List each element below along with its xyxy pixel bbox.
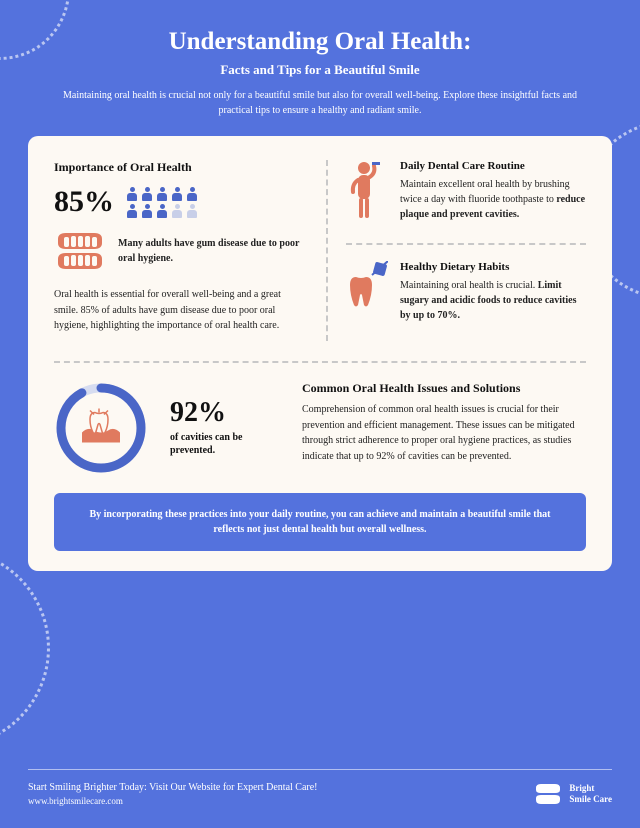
stat-block: 92% of cavities can be prevented. [170, 381, 280, 475]
importance-caption: Many adults have gum disease due to poor… [118, 236, 306, 266]
stat-percent: 85% [54, 185, 114, 219]
person-icon [126, 187, 138, 201]
divider [346, 243, 586, 245]
tooth-nosugar-icon [346, 261, 388, 309]
intro-text: Maintaining oral health is crucial not o… [60, 88, 580, 118]
importance-section: Importance of Oral Health 85% [54, 160, 306, 341]
tip-title: Daily Dental Care Routine [400, 160, 586, 172]
person-icon [156, 187, 168, 201]
tips-section: Daily Dental Care Routine Maintain excel… [326, 160, 586, 341]
person-icon [171, 187, 183, 201]
person-icon [126, 204, 138, 218]
tooth-gum-icon [80, 407, 122, 445]
tip-title: Healthy Dietary Habits [400, 261, 586, 273]
person-icon [141, 204, 153, 218]
person-icon [156, 204, 168, 218]
person-icon [141, 187, 153, 201]
person-icon [171, 204, 183, 218]
stat-percent: 92% [170, 399, 280, 427]
page-title: Understanding Oral Health: [34, 28, 606, 56]
stat-label: of cavities can be prevented. [170, 431, 280, 457]
bottom-paragraph: Comprehension of common oral health issu… [302, 402, 586, 464]
tip-text: Maintaining oral health is crucial. Limi… [400, 278, 586, 323]
teeth-icon [54, 229, 106, 273]
common-issues-section: 92% of cavities can be prevented. Common… [54, 381, 586, 475]
page-subtitle: Facts and Tips for a Beautiful Smile [34, 62, 606, 78]
footer-cta: Start Smiling Brighter Today: Visit Our … [28, 782, 318, 793]
person-icon [186, 187, 198, 201]
divider [54, 361, 586, 363]
brand-teeth-icon [534, 782, 562, 806]
tip-item: Daily Dental Care Routine Maintain excel… [346, 160, 586, 225]
people-icon-grid [126, 187, 198, 218]
footer: Start Smiling Brighter Today: Visit Our … [0, 769, 640, 828]
brushing-person-icon [346, 160, 388, 220]
footer-url: www.brightsmilecare.com [28, 796, 318, 806]
importance-paragraph: Oral health is essential for overall wel… [54, 287, 306, 334]
section-title: Importance of Oral Health [54, 160, 306, 175]
content-card: Importance of Oral Health 85% [28, 136, 612, 571]
callout-box: By incorporating these practices into yo… [54, 493, 586, 551]
section-title: Common Oral Health Issues and Solutions [302, 381, 586, 396]
brand-logo: BrightSmile Care [534, 782, 612, 806]
tip-text: Maintain excellent oral health by brushi… [400, 177, 586, 222]
brand-name: BrightSmile Care [569, 783, 612, 805]
donut-chart [54, 381, 148, 475]
person-icon [186, 204, 198, 218]
header: Understanding Oral Health: Facts and Tip… [0, 0, 640, 136]
tip-item: Healthy Dietary Habits Maintaining oral … [346, 261, 586, 323]
footer-divider [28, 769, 612, 770]
decorative-arc [0, 548, 50, 748]
